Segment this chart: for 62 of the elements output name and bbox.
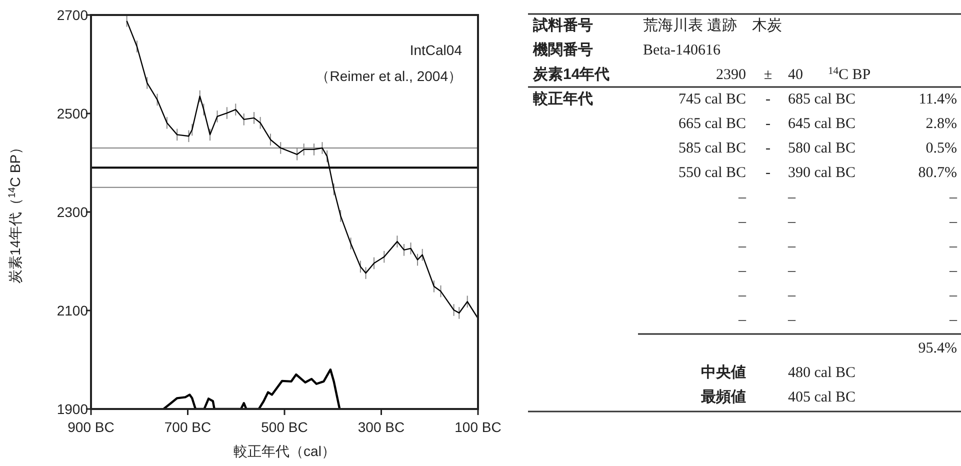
x-tick-label: 300 BC bbox=[358, 419, 405, 435]
text: 80.7% bbox=[918, 165, 957, 181]
text: 最頻値 bbox=[700, 388, 746, 406]
text: – bbox=[948, 190, 958, 206]
x-tick-label: 100 BC bbox=[454, 419, 502, 435]
text: 荒海川表 遺跡 木炭 bbox=[643, 17, 782, 34]
text: 585 cal BC bbox=[678, 140, 746, 156]
text: 2.8% bbox=[926, 116, 957, 132]
text: – bbox=[787, 190, 796, 206]
text: 機関番号 bbox=[532, 42, 593, 58]
text: 0.5% bbox=[926, 140, 957, 156]
x-tick-label: 700 BC bbox=[164, 419, 212, 435]
text: – bbox=[787, 263, 796, 279]
text: 炭素14年代 bbox=[532, 66, 610, 83]
x-tick-label: 500 BC bbox=[261, 419, 308, 435]
text: – bbox=[948, 263, 958, 279]
text: - bbox=[766, 140, 770, 156]
text: 405 cal BC bbox=[788, 390, 856, 406]
text: Beta-140616 bbox=[643, 42, 721, 58]
y-tick-label: 2500 bbox=[56, 106, 88, 122]
text: 11.4% bbox=[918, 92, 957, 108]
y-tick-label: 2100 bbox=[56, 302, 88, 318]
text: 745 cal BC bbox=[678, 92, 746, 108]
text: - bbox=[766, 116, 770, 132]
text: 40 bbox=[788, 67, 803, 83]
annotation: （Reimer et al., 2004） bbox=[316, 68, 462, 84]
text: $^{14}$C BP bbox=[828, 66, 871, 83]
text: 645 cal BC bbox=[788, 116, 856, 132]
text: 較正年代 bbox=[532, 90, 593, 108]
text: 685 cal BC bbox=[788, 92, 856, 108]
text: 665 cal BC bbox=[678, 116, 746, 132]
y-tick-label: 2700 bbox=[56, 7, 88, 23]
text: 550 cal BC bbox=[678, 165, 746, 181]
text: – bbox=[738, 214, 746, 230]
text: 2390 bbox=[716, 67, 746, 83]
text: 580 cal BC bbox=[788, 140, 856, 156]
text: 試料番号 bbox=[532, 17, 593, 34]
text: – bbox=[948, 312, 958, 328]
text: – bbox=[738, 238, 746, 254]
text: 95.4% bbox=[918, 340, 957, 356]
annotation: IntCal04 bbox=[410, 42, 462, 58]
text: – bbox=[948, 214, 958, 230]
y-tick-label: 2300 bbox=[56, 204, 88, 220]
text: - bbox=[766, 92, 770, 108]
text: 中央値 bbox=[701, 364, 746, 381]
x-tick-label: 900 BC bbox=[68, 419, 114, 435]
text: – bbox=[787, 288, 796, 304]
text: ± bbox=[764, 67, 772, 83]
text: – bbox=[948, 238, 958, 254]
text: – bbox=[948, 288, 958, 304]
text: – bbox=[738, 263, 746, 279]
text: – bbox=[738, 312, 746, 328]
text: - bbox=[766, 165, 770, 181]
text: – bbox=[787, 312, 796, 328]
y-tick-label: 1900 bbox=[56, 401, 88, 417]
text: – bbox=[738, 190, 746, 206]
text: – bbox=[787, 214, 796, 230]
text: 480 cal BC bbox=[788, 365, 856, 381]
text: – bbox=[738, 288, 746, 304]
x-axis-title: 較正年代（cal） bbox=[234, 443, 336, 459]
text: 390 cal BC bbox=[788, 165, 856, 181]
text: – bbox=[787, 238, 796, 254]
